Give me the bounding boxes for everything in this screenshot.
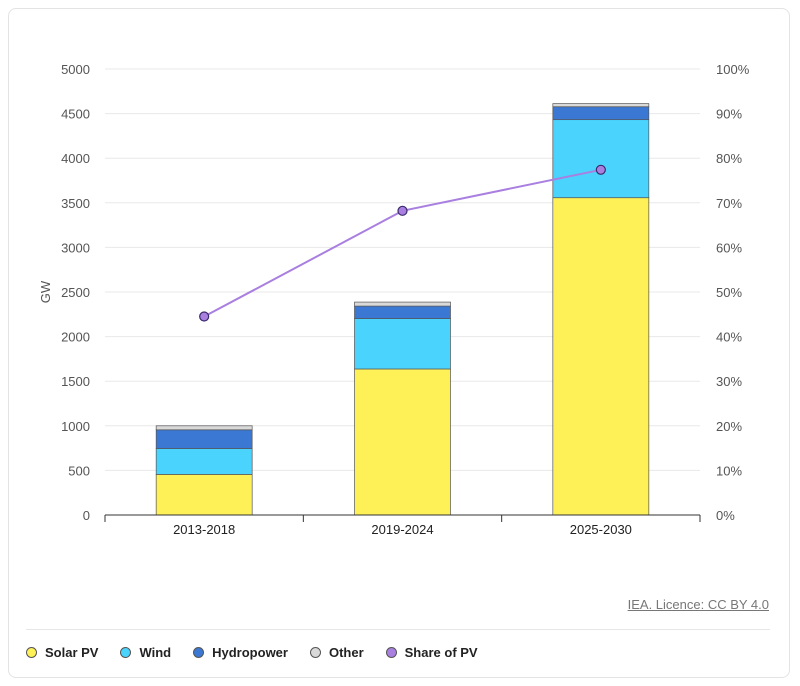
y2-tick-label: 80% xyxy=(716,151,742,166)
y2-tick-label: 60% xyxy=(716,240,742,255)
y-tick-label: 3500 xyxy=(61,196,90,211)
y-tick-label: 500 xyxy=(68,463,90,478)
y2-tick-label: 90% xyxy=(716,107,742,122)
y-tick-label: 5000 xyxy=(61,62,90,77)
legend-dot-icon xyxy=(26,647,37,658)
y-axis-label: GW xyxy=(38,280,53,303)
x-tick-label: 2019-2024 xyxy=(371,522,433,537)
y2-tick-label: 10% xyxy=(716,463,742,478)
legend-label: Solar PV xyxy=(45,645,99,660)
share-of-pv-point xyxy=(595,164,606,175)
bar-hydropower xyxy=(354,305,451,319)
bar-other xyxy=(155,425,253,431)
legend-dot-icon xyxy=(385,647,397,658)
y2-tick-label: 40% xyxy=(716,330,742,345)
x-tick-label: 2013-2018 xyxy=(173,522,235,537)
share-of-pv-point xyxy=(199,311,210,322)
legend-item[interactable]: Wind xyxy=(120,645,171,660)
bar-other xyxy=(552,103,650,108)
legend-dot-icon xyxy=(193,647,205,658)
legend-label: Share of PV xyxy=(404,645,478,660)
bar-wind xyxy=(354,318,451,370)
y2-tick-label: 100% xyxy=(716,62,750,77)
y-tick-label: 1500 xyxy=(61,374,90,389)
y2-tick-label: 30% xyxy=(716,374,742,389)
y2-tick-label: 0% xyxy=(716,508,735,523)
bar-wind xyxy=(155,448,253,475)
y-tick-label: 0 xyxy=(83,508,90,523)
bar-wind xyxy=(552,119,650,199)
y-tick-label: 1000 xyxy=(61,419,90,434)
legend-label: Other xyxy=(328,645,364,660)
y2-tick-label: 70% xyxy=(716,196,742,211)
y2-tick-label: 50% xyxy=(716,285,742,300)
share-of-pv-line xyxy=(203,168,602,318)
y-tick-label: 2000 xyxy=(61,330,90,345)
bar-hydropower xyxy=(552,106,650,121)
legend-dot-icon xyxy=(120,647,132,658)
legend: Solar PV Wind Hydropower Other Share of PV xyxy=(26,645,478,660)
legend-item[interactable]: Share of PV xyxy=(385,645,478,660)
legend-divider xyxy=(26,629,770,630)
legend-label: Hydropower xyxy=(212,645,288,660)
legend-label: Wind xyxy=(139,645,172,660)
bar-other xyxy=(354,301,451,307)
bar-hydropower xyxy=(155,429,253,449)
y-tick-label: 3000 xyxy=(61,240,90,255)
legend-item[interactable]: Other xyxy=(309,645,364,660)
bar-solar-pv xyxy=(155,474,253,516)
y2-tick-label: 20% xyxy=(716,419,742,434)
legend-item[interactable]: Hydropower xyxy=(193,645,288,660)
source-link[interactable]: IEA. Licence: CC BY 4.0 xyxy=(627,597,769,612)
y-tick-label: 4500 xyxy=(61,107,90,122)
y-tick-label: 4000 xyxy=(61,151,90,166)
x-tick-label: 2025-2030 xyxy=(570,522,632,537)
share-of-pv-point xyxy=(397,205,408,216)
bar-solar-pv xyxy=(552,197,650,516)
y-tick-label: 2500 xyxy=(61,285,90,300)
bar-solar-pv xyxy=(354,368,451,516)
legend-dot-icon xyxy=(309,647,321,658)
legend-item[interactable]: Solar PV xyxy=(26,645,98,660)
